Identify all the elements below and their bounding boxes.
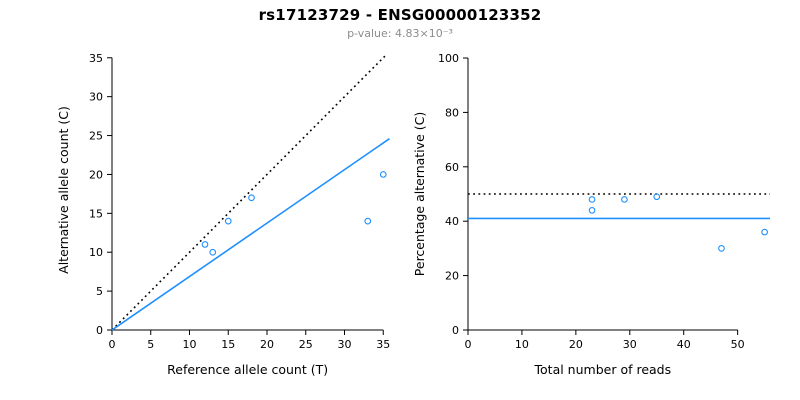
y-tick-label: 25 xyxy=(89,130,103,143)
data-point xyxy=(761,228,768,236)
x-tick-label: 30 xyxy=(623,338,637,351)
y-tick-label: 20 xyxy=(445,270,459,283)
y-tick-label: 10 xyxy=(89,246,103,259)
x-axis-title: Reference allele count (T) xyxy=(167,362,328,377)
data-point xyxy=(621,196,628,203)
figure-subtitle: p-value: 4.83×10⁻³ xyxy=(347,27,453,40)
y-tick-label: 60 xyxy=(445,161,459,174)
x-tick-label: 25 xyxy=(299,338,313,351)
y-tick-label: 0 xyxy=(96,324,103,337)
x-axis-title: Total number of reads xyxy=(534,362,672,377)
x-tick-label: 20 xyxy=(260,338,274,351)
x-tick-label: 15 xyxy=(221,338,235,351)
data-point xyxy=(653,193,661,201)
data-point xyxy=(364,217,372,225)
y-tick-label: 20 xyxy=(89,168,103,181)
y-tick-label: 80 xyxy=(445,106,459,119)
data-point xyxy=(224,217,232,225)
data-point xyxy=(201,241,209,248)
data-point xyxy=(248,194,255,202)
regression-line xyxy=(111,138,390,331)
data-point xyxy=(379,171,387,178)
data-point xyxy=(718,245,725,252)
x-tick-label: 0 xyxy=(109,338,116,351)
x-tick-label: 35 xyxy=(376,338,390,351)
data-point xyxy=(588,196,596,203)
x-tick-label: 5 xyxy=(147,338,154,351)
x-tick-label: 40 xyxy=(677,338,691,351)
x-tick-label: 10 xyxy=(515,338,529,351)
y-tick-label: 100 xyxy=(438,52,459,65)
y-tick-label: 35 xyxy=(89,52,103,65)
data-point xyxy=(588,206,596,214)
y-tick-label: 30 xyxy=(89,91,103,104)
figure-header: rs17123729 - ENSG00000123352 p-value: 4.… xyxy=(0,6,800,40)
y-tick-label: 40 xyxy=(445,215,459,228)
figure-title: rs17123729 - ENSG00000123352 xyxy=(258,6,542,24)
x-tick-label: 10 xyxy=(183,338,197,351)
x-tick-label: 0 xyxy=(465,338,472,351)
y-tick-label: 0 xyxy=(452,324,459,337)
data-point xyxy=(209,248,217,256)
y-tick-label: 5 xyxy=(96,285,103,298)
x-tick-label: 20 xyxy=(569,338,583,351)
allele-count-scatter-panel: 0 5 10 15 20 25 30 35 0 5 10 15 20 25 30 35 Reference al… xyxy=(56,52,390,377)
x-tick-label: 30 xyxy=(338,338,352,351)
x-tick-label: 50 xyxy=(731,338,745,351)
y-axis-title: Alternative allele count (C) xyxy=(56,106,71,274)
y-axis-title: Percentage alternative (C) xyxy=(412,112,427,276)
identity-line xyxy=(111,53,388,331)
y-tick-label: 15 xyxy=(89,207,103,220)
percentage-scatter-panel: 0 10 20 30 40 50 0 20 40 60 80 100 Total number of r… xyxy=(412,52,770,377)
